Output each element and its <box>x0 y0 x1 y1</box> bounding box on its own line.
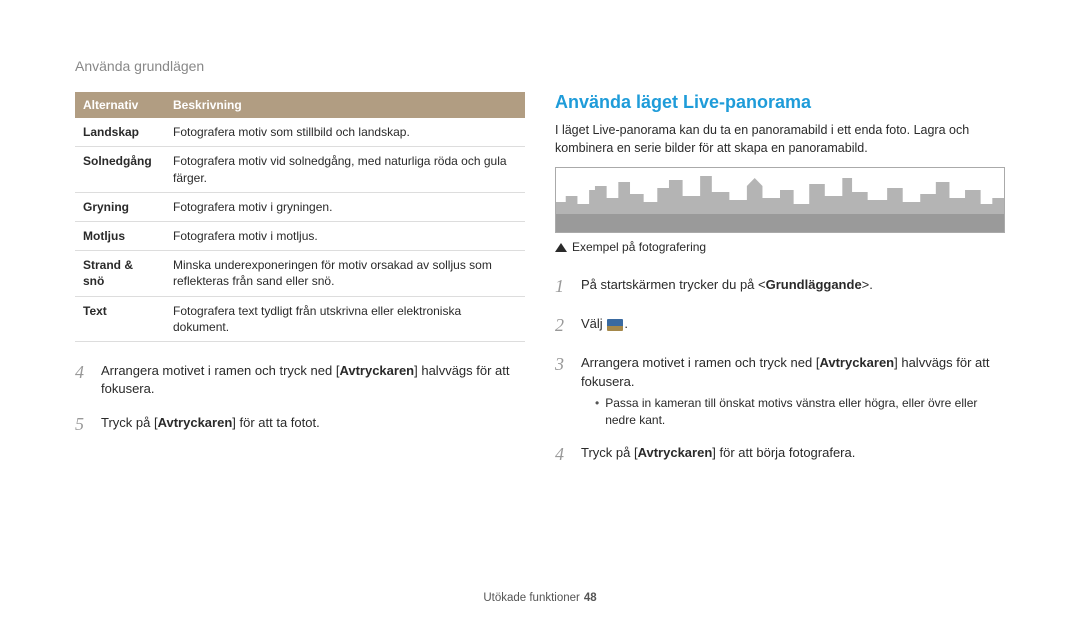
step-2: 2 Välj . <box>555 313 1005 338</box>
cell-desc: Fotografera motiv vid solnedgång, med na… <box>165 147 525 192</box>
panorama-illustration <box>555 167 1005 233</box>
step-3: 3 Arrangera motivet i ramen och tryck ne… <box>555 352 1005 428</box>
page-footer: Utökade funktioner48 <box>0 592 1080 604</box>
cell-desc: Fotografera motiv i gryningen. <box>165 192 525 221</box>
step-text: Välj . <box>581 313 1005 338</box>
options-table: Alternativ Beskrivning LandskapFotografe… <box>75 92 525 342</box>
table-row: Strand & snöMinska underexponeringen för… <box>75 251 525 296</box>
cell-name: Solnedgång <box>75 147 165 192</box>
bullet-icon: • <box>595 395 599 429</box>
table-header-col2: Beskrivning <box>165 92 525 118</box>
table-row: TextFotografera text tydligt från utskri… <box>75 296 525 341</box>
cell-desc: Minska underexponeringen för motiv orsak… <box>165 251 525 296</box>
step-1: 1 På startskärmen trycker du på <Grundlä… <box>555 274 1005 299</box>
table-row: MotljusFotografera motiv i motljus. <box>75 221 525 250</box>
cell-name: Landskap <box>75 118 165 147</box>
section-title: Använda läget Live-panorama <box>555 92 1005 113</box>
table-row: SolnedgångFotografera motiv vid solnedgå… <box>75 147 525 192</box>
triangle-up-icon <box>555 243 567 252</box>
cell-desc: Fotografera motiv i motljus. <box>165 221 525 250</box>
table-row: LandskapFotografera motiv som stillbild … <box>75 118 525 147</box>
step-text: Tryck på [Avtryckaren] för att ta fotot. <box>101 412 525 437</box>
cell-name: Gryning <box>75 192 165 221</box>
step-4: 4 Tryck på [Avtryckaren] för att börja f… <box>555 442 1005 467</box>
cell-desc: Fotografera motiv som stillbild och land… <box>165 118 525 147</box>
table-row: GryningFotografera motiv i gryningen. <box>75 192 525 221</box>
step-5: 5 Tryck på [Avtryckaren] för att ta foto… <box>75 412 525 437</box>
cell-name: Strand & snö <box>75 251 165 296</box>
step-text: Tryck på [Avtryckaren] för att börja fot… <box>581 442 1005 467</box>
step-text: På startskärmen trycker du på <Grundlägg… <box>581 274 1005 299</box>
cell-name: Motljus <box>75 221 165 250</box>
panorama-caption: Exempel på fotografering <box>555 239 1005 256</box>
step-number: 3 <box>555 352 571 428</box>
step-text: Arrangera motivet i ramen och tryck ned … <box>101 360 525 398</box>
cell-desc: Fotografera text tydligt från utskrivna … <box>165 296 525 341</box>
cell-name: Text <box>75 296 165 341</box>
page-header: Använda grundlägen <box>75 58 1005 74</box>
table-header-col1: Alternativ <box>75 92 165 118</box>
step-number: 1 <box>555 274 571 299</box>
step-text: Arrangera motivet i ramen och tryck ned … <box>581 352 1005 428</box>
panorama-strip <box>556 214 1004 232</box>
panorama-mode-icon <box>607 319 623 331</box>
step-number: 4 <box>555 442 571 467</box>
skyline-icon <box>556 168 1004 214</box>
step-4: 4 Arrangera motivet i ramen och tryck ne… <box>75 360 525 398</box>
section-intro: I läget Live-panorama kan du ta en panor… <box>555 121 1005 157</box>
step-number: 2 <box>555 313 571 338</box>
step-number: 4 <box>75 360 91 398</box>
step-number: 5 <box>75 412 91 437</box>
step-sub: • Passa in kameran till önskat motivs vä… <box>581 395 1005 429</box>
